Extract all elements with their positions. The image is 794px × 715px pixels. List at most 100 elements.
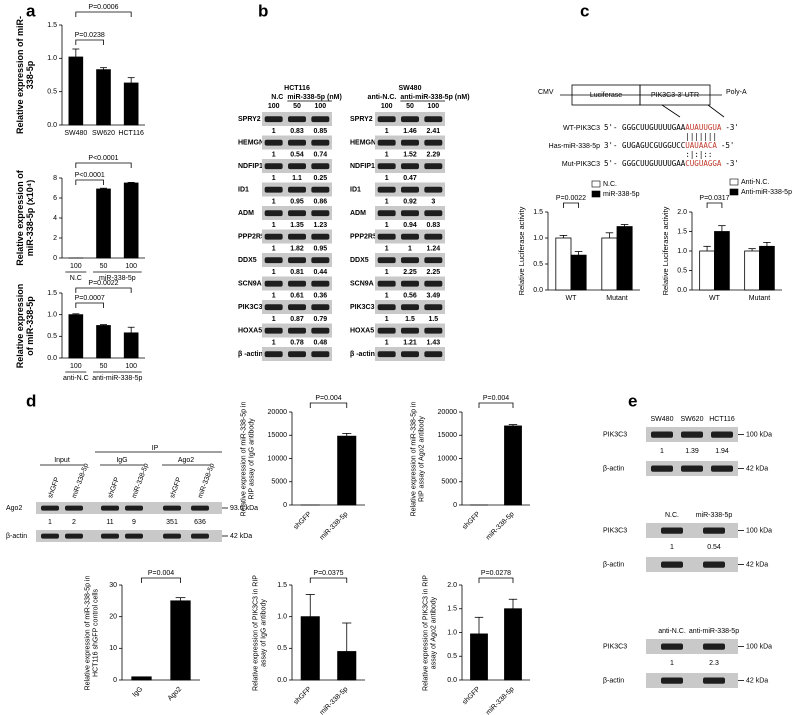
bar bbox=[300, 616, 320, 681]
y-tick-label: 0 bbox=[113, 677, 117, 684]
group-label: Input bbox=[54, 457, 70, 464]
p-value: P=0.0317 bbox=[699, 195, 729, 202]
error-bar bbox=[175, 597, 186, 601]
fold-change: 0.86 bbox=[314, 198, 328, 205]
p-value: P<0.0001 bbox=[88, 155, 118, 162]
fold-change: 0.56 bbox=[403, 292, 417, 299]
bar bbox=[699, 250, 715, 291]
band-intensity: 1 bbox=[670, 660, 674, 667]
fold-change: 1 bbox=[385, 222, 389, 229]
gene-label: PIK3C3 bbox=[350, 304, 375, 311]
utr-box bbox=[639, 84, 711, 106]
fold-change: 1 bbox=[385, 316, 389, 323]
lane-label: SW480 bbox=[651, 416, 674, 423]
y-tick-label: 1.0 bbox=[533, 235, 543, 242]
gene-label: DDX5 bbox=[238, 257, 257, 264]
bar bbox=[131, 676, 152, 681]
band-intensity: 2.3 bbox=[709, 660, 719, 667]
band bbox=[311, 327, 330, 334]
band bbox=[401, 186, 419, 193]
fold-change: 1 bbox=[385, 151, 389, 158]
y-axis-label: Relative expression of miR-338-5p in HCT… bbox=[84, 575, 99, 690]
gene-label: ID1 bbox=[350, 186, 361, 193]
y-axis-label: Relative expression of PIK3C3 in RIP ass… bbox=[252, 574, 267, 691]
y-tick-label: 15000 bbox=[268, 432, 288, 439]
y-tick-label: 0.5 bbox=[47, 89, 57, 96]
bar bbox=[470, 633, 488, 681]
lane-label: N.C. bbox=[665, 512, 679, 519]
x-tick-label: WT bbox=[566, 295, 578, 302]
band bbox=[101, 533, 119, 539]
y-tick-label: 1.5 bbox=[533, 209, 543, 216]
sequence-start: 5'- GGGCUUGUUUUGAA bbox=[604, 159, 686, 168]
legend-label: miR-338-5p bbox=[603, 191, 640, 198]
x-tick-label: miR-338-5p bbox=[485, 511, 516, 542]
y-tick-label: 10000 bbox=[268, 455, 288, 462]
band bbox=[681, 465, 703, 472]
bar bbox=[714, 231, 730, 291]
band bbox=[377, 233, 396, 240]
band bbox=[401, 233, 419, 240]
y-tick-label: 5000 bbox=[271, 479, 287, 486]
error-bar bbox=[620, 224, 629, 227]
y-tick-label: 0.5 bbox=[677, 267, 687, 274]
sequence: 5'- GGGCUUGUUUUGAAAUAUUGUA -3' bbox=[604, 123, 739, 132]
band bbox=[288, 257, 306, 264]
band bbox=[65, 505, 83, 511]
y-tick-label: 6 bbox=[53, 195, 57, 202]
band bbox=[264, 186, 283, 193]
fold-change: 2.29 bbox=[427, 151, 441, 158]
band bbox=[651, 465, 673, 472]
band bbox=[377, 116, 396, 123]
band-intensity: 351 bbox=[166, 519, 178, 526]
fold-change: 1 bbox=[385, 245, 389, 252]
gel bbox=[646, 673, 738, 688]
bar bbox=[123, 82, 139, 126]
fold-change: 0.83 bbox=[290, 128, 304, 135]
band bbox=[401, 163, 419, 170]
y-tick-label: 5000 bbox=[441, 479, 457, 486]
sequence-start: 3'- GUGAGUCGUGGUCC bbox=[604, 141, 685, 150]
error-bar bbox=[342, 432, 352, 437]
fold-change: 1 bbox=[385, 128, 389, 135]
ip-label: IP bbox=[152, 445, 159, 452]
row-label: β-actin bbox=[603, 465, 624, 472]
fold-change: 0.36 bbox=[314, 292, 328, 299]
fold-change: 1 bbox=[272, 292, 276, 299]
band bbox=[401, 327, 419, 334]
band bbox=[191, 533, 209, 539]
lane-label: HCT116 bbox=[709, 416, 735, 423]
fold-change: 1 bbox=[385, 175, 389, 182]
band bbox=[163, 533, 181, 539]
x-tick-label: shGFP bbox=[293, 511, 314, 532]
y-tick-label: 8 bbox=[53, 175, 57, 182]
y-tick-label: 0.0 bbox=[47, 355, 57, 362]
band bbox=[264, 210, 283, 217]
zoom-line bbox=[707, 104, 725, 118]
error-bar bbox=[508, 424, 518, 426]
legend-label: Anti-N.C. bbox=[741, 179, 769, 186]
panel-label: b bbox=[258, 1, 268, 20]
error-bar bbox=[72, 313, 80, 315]
lane-label: miR-338-5p bbox=[131, 462, 150, 499]
gene-label: DDX5 bbox=[350, 257, 369, 264]
band bbox=[703, 677, 725, 684]
band bbox=[424, 210, 443, 217]
bar bbox=[337, 651, 357, 681]
binding-site: AUAUUGUA bbox=[685, 123, 722, 132]
error-bar bbox=[127, 77, 135, 83]
fold-change: 0.85 bbox=[314, 128, 328, 135]
band-intensity: 1.39 bbox=[685, 448, 699, 455]
band bbox=[311, 304, 330, 311]
band bbox=[424, 116, 443, 123]
band bbox=[264, 233, 283, 240]
marker: 100 kDa bbox=[746, 527, 772, 534]
band bbox=[401, 257, 419, 264]
p-value: P=0.0007 bbox=[75, 295, 105, 302]
lane-label: shGFP bbox=[169, 476, 183, 499]
panel-label: d bbox=[26, 391, 36, 410]
bar bbox=[123, 182, 139, 259]
gene-label: β -actin bbox=[238, 351, 263, 358]
band bbox=[651, 431, 673, 438]
